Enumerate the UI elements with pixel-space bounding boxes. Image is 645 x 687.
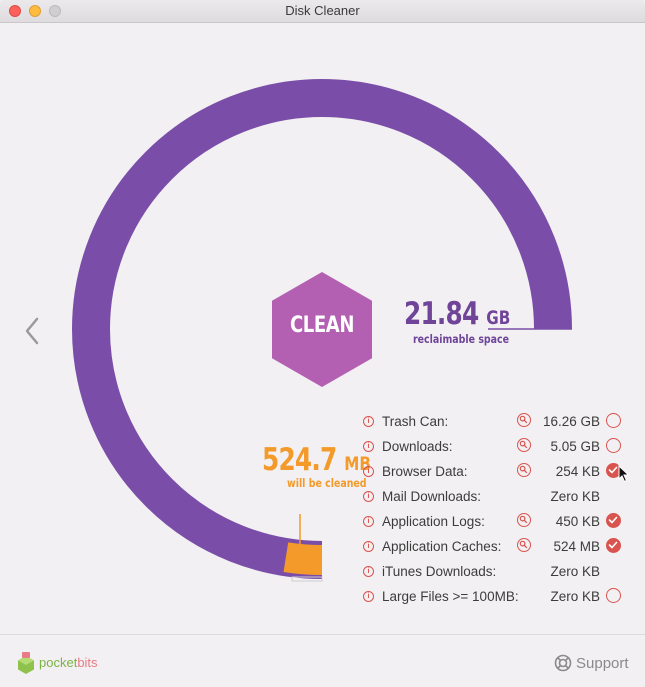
info-icon[interactable]: i: [363, 416, 374, 427]
item-label: Application Caches:: [382, 539, 502, 554]
info-icon[interactable]: i: [363, 541, 374, 552]
item-size: 16.26 GB: [542, 414, 600, 429]
mouse-pointer-icon: [618, 465, 630, 483]
info-icon[interactable]: i: [363, 591, 374, 602]
cleaned-ring-segment: [283, 542, 323, 575]
footer-divider: [0, 634, 645, 635]
window-title: Disk Cleaner: [285, 3, 360, 18]
list-item: i Downloads: 5.05 GB: [360, 435, 630, 460]
item-label: Application Logs:: [382, 514, 485, 529]
item-checkbox[interactable]: [606, 413, 621, 428]
info-icon[interactable]: i: [363, 516, 374, 527]
lifebuoy-icon: [554, 654, 572, 672]
cleaned-base-marker: [291, 576, 323, 582]
item-size: Zero KB: [550, 589, 600, 604]
magnifier-icon[interactable]: [517, 538, 531, 552]
item-size: Zero KB: [550, 564, 600, 579]
item-label: Trash Can:: [382, 414, 449, 429]
close-window-button[interactable]: [9, 5, 21, 17]
list-item: i iTunes Downloads: Zero KB: [360, 560, 630, 585]
to-clean-value: 524.7: [262, 442, 337, 478]
item-label: iTunes Downloads:: [382, 564, 497, 579]
support-label: Support: [576, 655, 629, 672]
info-icon[interactable]: i: [363, 566, 374, 577]
brand-name-part2: bits: [77, 655, 98, 670]
item-size: Zero KB: [550, 489, 600, 504]
list-item: i Browser Data: 254 KB: [360, 460, 630, 485]
magnifier-icon[interactable]: [517, 463, 531, 477]
item-checkbox[interactable]: [606, 438, 621, 453]
item-checkbox[interactable]: [606, 588, 621, 603]
magnifier-icon[interactable]: [517, 513, 531, 527]
magnifier-icon[interactable]: [517, 438, 531, 452]
chevron-left-icon[interactable]: [22, 316, 42, 346]
brand-name-part1: pocket: [39, 655, 78, 670]
item-size: 524 MB: [553, 539, 600, 554]
item-label: Browser Data:: [382, 464, 468, 479]
pocketbits-logo: [18, 652, 34, 674]
reclaimable-ring-arc: [72, 79, 572, 579]
to-clean-amount: 524.7 MB: [262, 442, 371, 478]
info-icon[interactable]: i: [363, 441, 374, 452]
list-item: i Application Logs: 450 KB: [360, 510, 630, 535]
magnifier-icon[interactable]: [517, 413, 531, 427]
reclaimable-value: 21.84: [404, 296, 479, 332]
disk-ring-chart: [72, 79, 572, 582]
reclaimable-unit: GB: [486, 307, 511, 329]
zoom-window-button[interactable]: [49, 5, 61, 17]
cleanup-items-list: i Trash Can: 16.26 GB i Downloads: 5.05 GB i Br…: [360, 410, 630, 610]
list-item: i Trash Can: 16.26 GB: [360, 410, 630, 435]
item-label: Downloads:: [382, 439, 453, 454]
title-bar: Disk Cleaner: [0, 0, 645, 23]
checkmark-icon[interactable]: [606, 538, 621, 553]
to-clean-label: will be cleaned: [287, 476, 367, 490]
brand-name: pocketbits: [39, 655, 98, 670]
list-item: i Mail Downloads: Zero KB: [360, 485, 630, 510]
item-size: 254 KB: [555, 464, 600, 479]
item-size: 5.05 GB: [550, 439, 600, 454]
item-label: Mail Downloads:: [382, 489, 482, 504]
info-icon[interactable]: i: [363, 466, 374, 477]
checkmark-icon[interactable]: [606, 513, 621, 528]
item-label: Large Files >= 100MB:: [382, 589, 519, 604]
minimize-window-button[interactable]: [29, 5, 41, 17]
reclaimable-amount: 21.84 GB: [404, 296, 510, 332]
item-size: 450 KB: [555, 514, 600, 529]
list-item: i Large Files >= 100MB: Zero KB: [360, 585, 630, 610]
reclaimable-label: reclaimable space: [413, 332, 510, 346]
info-icon[interactable]: i: [363, 491, 374, 502]
clean-button[interactable]: [272, 272, 372, 387]
list-item: i Application Caches: 524 MB: [360, 535, 630, 560]
